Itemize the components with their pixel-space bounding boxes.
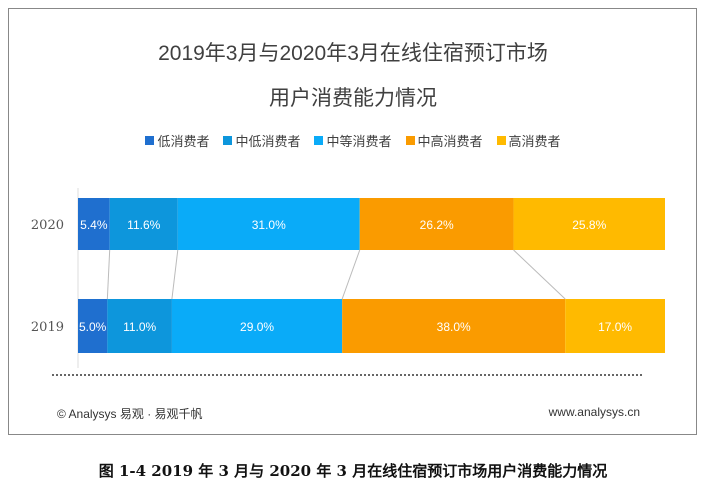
legend-label: 中等消费者 — [326, 134, 392, 149]
bar-segment — [171, 299, 343, 353]
legend-swatch — [314, 136, 324, 145]
data-label: 31.0% — [252, 218, 286, 232]
footer-copyright: © Analysys 易观 · 易观千帆 — [57, 407, 203, 421]
series-connector-line — [513, 249, 566, 300]
bar-segment — [359, 198, 514, 250]
footer-divider — [52, 374, 642, 376]
legend-swatch — [145, 136, 155, 145]
y-tick-label: 2019 — [31, 320, 64, 335]
legend-swatch — [496, 136, 506, 145]
series-connector-line — [171, 249, 179, 300]
series-connector-line — [106, 249, 111, 300]
y-tick-label: 2020 — [31, 218, 64, 233]
bar-segment — [78, 299, 108, 353]
bar-segment — [109, 198, 178, 250]
data-label: 38.0% — [437, 320, 471, 334]
bar-segment — [107, 299, 172, 353]
data-label: 17.0% — [598, 320, 632, 334]
data-label: 26.2% — [420, 218, 454, 232]
legend-item: 高消费者 — [496, 131, 561, 150]
data-label: 25.8% — [572, 218, 606, 232]
footer-url[interactable]: www.analysys.cn — [548, 405, 640, 419]
figure-caption: 图 1-4 2019 年 3 月与 2020 年 3 月在线住宿预订市场用户消费… — [98, 462, 608, 480]
legend-label: 低消费者 — [157, 134, 210, 149]
legend-label: 中高消费者 — [417, 134, 483, 149]
data-label: 29.0% — [240, 320, 274, 334]
legend-item: 中低消费者 — [223, 131, 300, 150]
series-connector-line — [341, 249, 361, 300]
legend: 低消费者 中低消费者 中等消费者 中高消费者 高消费者 — [0, 131, 706, 150]
legend-label: 中低消费者 — [235, 134, 301, 149]
legend-swatch — [405, 136, 415, 145]
bar-segment — [565, 299, 665, 353]
chart-title-line1: 2019年3月与2020年3月在线住宿预订市场 — [158, 42, 548, 65]
data-label: 11.0% — [123, 320, 156, 334]
data-label: 11.6% — [127, 218, 160, 232]
bar-segment — [78, 198, 110, 250]
chart-frame — [8, 8, 697, 435]
data-label: 5.0% — [79, 320, 107, 334]
legend-item: 中等消费者 — [314, 131, 392, 150]
bar-segment — [513, 198, 665, 250]
legend-label: 高消费者 — [508, 134, 561, 149]
bar-segment — [177, 198, 360, 250]
legend-swatch — [223, 136, 233, 145]
legend-item: 中高消费者 — [405, 131, 483, 150]
legend-item: 低消费者 — [145, 131, 209, 150]
bar-segment — [342, 299, 566, 353]
chart-title-line2: 用户消费能力情况 — [269, 87, 437, 110]
data-label: 5.4% — [80, 218, 108, 232]
